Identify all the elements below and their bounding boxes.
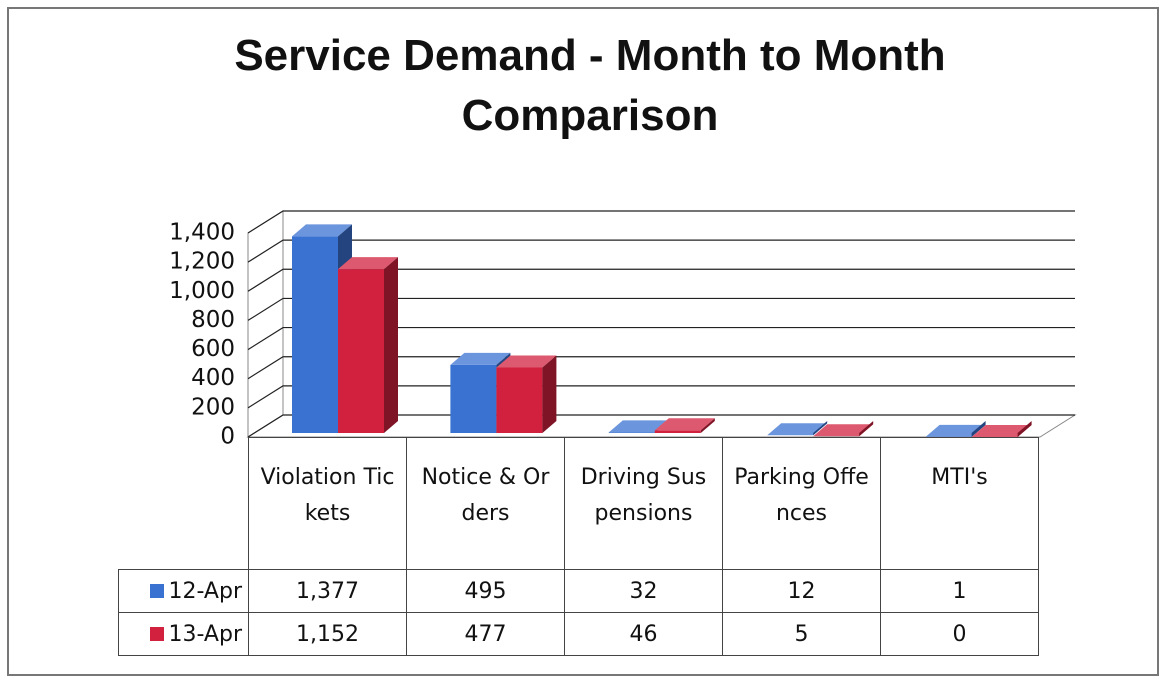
bar <box>813 421 874 437</box>
grid-line <box>247 356 1075 380</box>
bar-side <box>1017 421 1032 437</box>
y-tick-label: 800 <box>191 307 235 333</box>
legend-entry: 13-Apr <box>118 612 249 656</box>
bar-top <box>496 355 557 368</box>
data-label: 477 <box>406 612 565 656</box>
bar <box>925 421 986 437</box>
bar-top <box>608 420 669 433</box>
data-label: 495 <box>406 569 565 613</box>
category-label: Violation Tickets <box>248 437 407 570</box>
header-row: Violation Tickets Notice & Orders Driving … <box>118 437 1039 570</box>
grid-line <box>247 326 1075 351</box>
grid-line <box>247 414 1075 438</box>
bar-top <box>813 424 874 437</box>
y-tick-label: 1,000 <box>169 278 235 304</box>
legend-label: 13-Apr <box>168 621 242 647</box>
data-label: 1 <box>880 569 1039 613</box>
category-label: Parking Offences <box>722 437 881 570</box>
bar <box>971 421 1032 437</box>
legend-swatch <box>150 583 165 598</box>
legend-entry: 12-Apr <box>118 569 249 613</box>
grid-line <box>247 210 1075 234</box>
category-label: Notice & Orders <box>406 437 565 570</box>
bar-front <box>608 432 655 433</box>
y-tick-label: 400 <box>191 365 235 391</box>
bar-side <box>813 421 828 436</box>
data-label: 32 <box>564 569 723 613</box>
bar-front <box>292 236 338 433</box>
grid-line <box>247 385 1075 409</box>
bar-top <box>971 425 1032 437</box>
bar-top <box>338 257 398 270</box>
bar-top <box>654 418 715 431</box>
bar-top <box>292 224 352 237</box>
bar-side <box>859 421 874 437</box>
y-tick-label: 600 <box>191 336 235 362</box>
bar <box>654 418 715 433</box>
y-tick-label: 1,400 <box>169 220 235 246</box>
frame <box>7 7 1159 676</box>
data-label: 46 <box>564 612 723 656</box>
bar-top <box>450 352 511 365</box>
data-label: 0 <box>880 612 1039 656</box>
data-label: 1,377 <box>248 569 407 613</box>
data-label: 1,152 <box>248 612 407 656</box>
bar <box>338 257 398 433</box>
back-wall <box>247 210 284 438</box>
grid-line <box>247 239 1075 263</box>
bar-front <box>654 430 701 433</box>
bar-side <box>384 257 398 433</box>
bar-side <box>542 355 557 433</box>
bar-front <box>496 367 543 433</box>
data-label: 5 <box>722 612 881 656</box>
grid-line <box>247 268 1075 292</box>
bar <box>767 421 828 436</box>
bar-front <box>338 269 384 433</box>
y-tick-label: 200 <box>191 394 235 420</box>
bar <box>496 355 557 433</box>
bar-front <box>450 364 497 433</box>
category-label: MTI's <box>880 437 1039 570</box>
bar-top <box>925 424 986 437</box>
chart-title: Service Demand - Month to Month Compariso… <box>234 31 945 140</box>
data-table: Violation Tickets Notice & Orders Driving … <box>118 437 1039 656</box>
category-label: Driving Suspensions <box>564 437 723 570</box>
grid-line <box>247 297 1075 321</box>
blank-cell <box>118 437 249 570</box>
data-label: 12 <box>722 569 881 613</box>
legend-swatch <box>150 626 165 641</box>
bar-side <box>700 418 715 433</box>
series-row: 13-Apr 1,152 477 46 5 0 <box>118 612 1039 656</box>
legend-label: 12-Apr <box>168 578 242 604</box>
bar-top <box>767 423 828 436</box>
y-tick-label: 1,200 <box>169 249 235 275</box>
series-row: 12-Apr 1,377 495 32 12 1 <box>118 569 1039 613</box>
bar-side <box>971 421 986 437</box>
